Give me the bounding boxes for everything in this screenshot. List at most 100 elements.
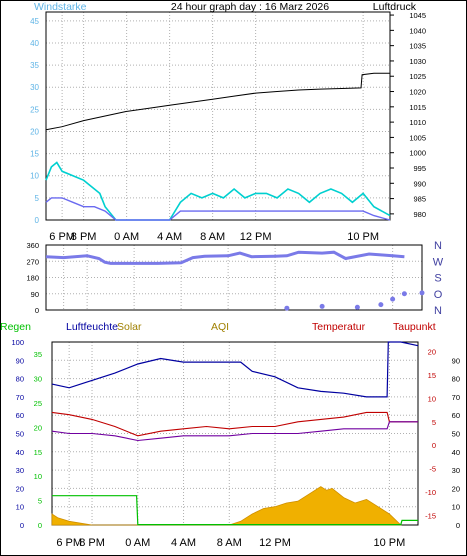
x-tick-label: 4 AM bbox=[157, 231, 182, 243]
y-temperature-tick-label: -10 bbox=[425, 488, 436, 497]
x-tick-label: 6 PM bbox=[49, 231, 75, 243]
plot-area-direction bbox=[45, 244, 423, 311]
y-rain-tick-label: 20 bbox=[34, 423, 42, 432]
y-dewpoint-tick-label: 30 bbox=[452, 466, 460, 475]
y-dewpoint-tick-label: 10 bbox=[452, 503, 460, 512]
x-tick-label: 8 AM bbox=[200, 231, 225, 243]
y-direction-tick-label: 90 bbox=[31, 290, 39, 299]
x-tick-label: 8 AM bbox=[217, 537, 242, 549]
y-right-tick-label: 980 bbox=[413, 210, 426, 219]
y-temperature-tick-label: 5 bbox=[432, 418, 436, 427]
x-tick-label: 6 PM bbox=[56, 537, 82, 549]
y-humidity-tick-label: 20 bbox=[16, 484, 24, 493]
y-rain-tick-label: 15 bbox=[34, 448, 42, 457]
y-right-tick-label: 1010 bbox=[409, 118, 426, 127]
y-left-tick-label: 20 bbox=[30, 127, 39, 136]
y-right-tick-label: 1025 bbox=[409, 72, 426, 81]
y-temperature-tick-label: 10 bbox=[428, 394, 436, 403]
direction-point bbox=[354, 304, 360, 310]
plot-area-wind bbox=[45, 11, 391, 221]
y-dewpoint-tick-label: 60 bbox=[452, 411, 460, 420]
y-right-tick-label: 1030 bbox=[409, 57, 426, 66]
x-tick-label: 0 AM bbox=[114, 231, 139, 243]
y-humidity-tick-label: 40 bbox=[16, 448, 24, 457]
direction-point bbox=[419, 290, 425, 296]
legend: Regen Luftfeuchte Solar AQI Temperatur Taupun… bbox=[0, 321, 436, 333]
series-direction-line bbox=[45, 250, 405, 265]
compass-label: N bbox=[434, 240, 442, 252]
y-dewpoint-tick-label: 70 bbox=[452, 393, 460, 402]
y-humidity-tick-label: 100 bbox=[11, 338, 24, 347]
y-right-tick-label: 1015 bbox=[409, 103, 426, 112]
legend-label: AQI bbox=[211, 321, 229, 333]
x-tick-label: 4 AM bbox=[171, 537, 196, 549]
series-wind-line bbox=[45, 197, 391, 221]
y-left-tick-label: 45 bbox=[30, 17, 39, 26]
y-right-tick-label: 1035 bbox=[409, 42, 426, 51]
x-tick-label: 10 PM bbox=[374, 537, 406, 549]
y-temperature-tick-label: 20 bbox=[428, 347, 436, 356]
y-humidity-tick-label: 60 bbox=[16, 411, 24, 420]
y-left-tick-label: 10 bbox=[30, 172, 39, 181]
left-axis-label: Windstarke bbox=[34, 1, 87, 13]
legend-label: Solar bbox=[117, 321, 142, 333]
y-right-tick-label: 995 bbox=[413, 164, 426, 173]
y-rain-tick-label: 5 bbox=[38, 497, 42, 506]
y-humidity-tick-label: 80 bbox=[16, 375, 24, 384]
y-dewpoint-tick-label: 90 bbox=[452, 356, 460, 365]
compass-label: W bbox=[433, 256, 444, 268]
y-left-tick-label: 15 bbox=[30, 150, 39, 159]
y-rain-tick-label: 0 bbox=[38, 521, 42, 530]
legend-label: Regen bbox=[0, 321, 31, 333]
x-tick-label: 12 PM bbox=[240, 231, 272, 243]
y-rain-tick-label: 10 bbox=[34, 472, 42, 481]
direction-point bbox=[378, 302, 384, 308]
y-right-tick-label: 1020 bbox=[409, 88, 426, 97]
legend-label: Luftfeuchte bbox=[66, 321, 118, 333]
y-humidity-tick-label: 0 bbox=[20, 521, 24, 530]
y-humidity-tick-label: 90 bbox=[16, 356, 24, 365]
x-tick-label: 12 PM bbox=[259, 537, 291, 549]
direction-point bbox=[401, 291, 407, 297]
y-rain-tick-label: 35 bbox=[34, 350, 42, 359]
series-gust-line bbox=[45, 161, 391, 221]
y-direction-tick-label: 0 bbox=[35, 306, 39, 315]
y-direction-tick-label: 270 bbox=[26, 257, 39, 266]
y-rain-tick-label: 30 bbox=[34, 375, 42, 384]
y-dewpoint-tick-label: 0 bbox=[456, 521, 460, 530]
series-temperature-line bbox=[51, 411, 418, 437]
y-right-tick-label: 1040 bbox=[409, 26, 426, 35]
x-tick-label: 0 AM bbox=[125, 537, 150, 549]
y-left-tick-label: 40 bbox=[30, 39, 39, 48]
y-humidity-tick-label: 30 bbox=[16, 466, 24, 475]
series-solar-area bbox=[51, 486, 402, 526]
direction-point bbox=[319, 303, 325, 309]
y-left-tick-label: 5 bbox=[35, 194, 40, 203]
y-humidity-tick-label: 50 bbox=[16, 430, 24, 439]
legend-label: Taupunkt bbox=[393, 321, 436, 333]
y-direction-tick-label: 180 bbox=[26, 274, 39, 283]
compass-label: S bbox=[434, 273, 441, 285]
y-temperature-tick-label: -15 bbox=[425, 512, 436, 521]
legend-label: Temperatur bbox=[312, 321, 366, 333]
y-left-tick-label: 25 bbox=[30, 105, 39, 114]
y-humidity-tick-label: 70 bbox=[16, 393, 24, 402]
y-dewpoint-tick-label: 20 bbox=[452, 484, 460, 493]
series-humidity-line bbox=[51, 341, 419, 398]
y-dewpoint-tick-label: 80 bbox=[452, 375, 460, 384]
direction-point bbox=[284, 305, 290, 311]
y-right-tick-label: 985 bbox=[413, 195, 426, 204]
series-pressure-line bbox=[45, 72, 390, 131]
y-left-tick-label: 30 bbox=[30, 83, 39, 92]
y-humidity-tick-label: 10 bbox=[16, 503, 24, 512]
x-tick-label: 8 PM bbox=[79, 537, 105, 549]
y-temperature-tick-label: 15 bbox=[428, 371, 436, 380]
direction-point bbox=[390, 296, 396, 302]
y-temperature-tick-label: 0 bbox=[432, 441, 436, 450]
x-tick-label: 10 PM bbox=[347, 231, 379, 243]
y-right-tick-label: 1005 bbox=[409, 133, 426, 142]
compass-label: O bbox=[434, 289, 443, 301]
y-right-tick-label: 1000 bbox=[409, 149, 426, 158]
